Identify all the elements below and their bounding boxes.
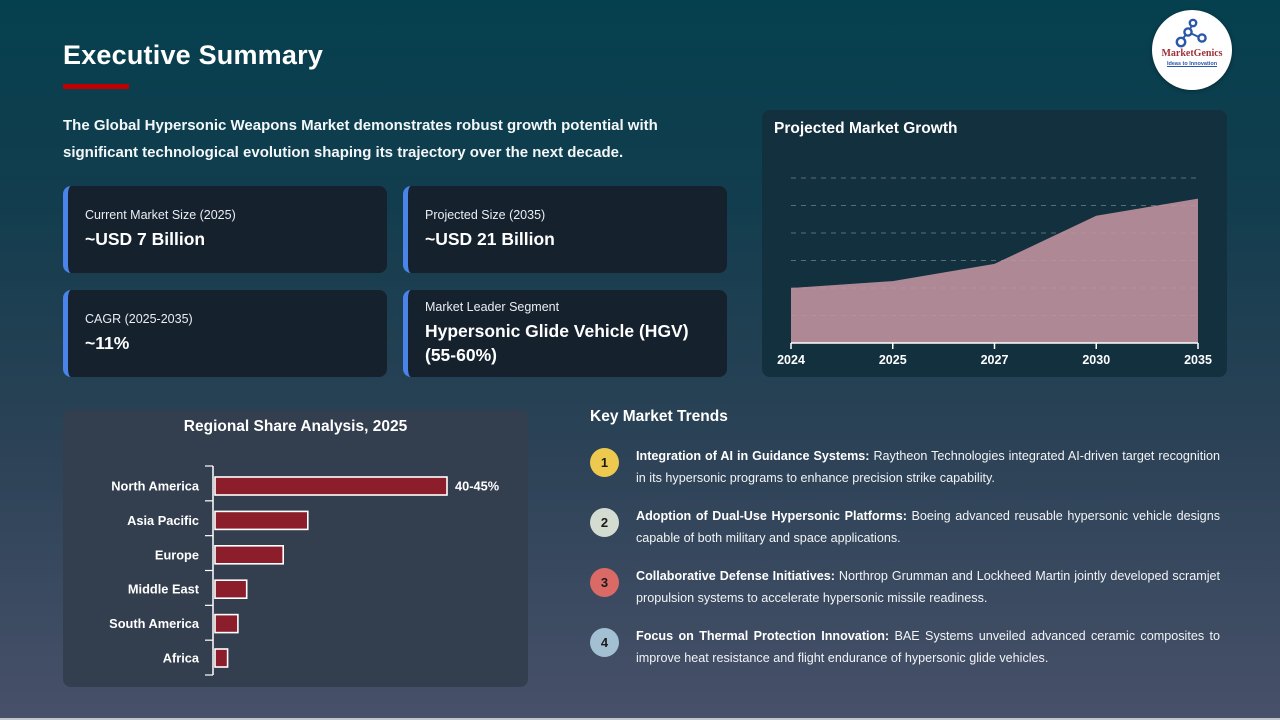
- page-title: Executive Summary: [63, 40, 324, 70]
- trend-number-badge: 2: [590, 508, 619, 537]
- bar-asia-pacific: [214, 510, 309, 531]
- stat-cards: Current Market Size (2025) ~USD 7 Billio…: [63, 186, 727, 377]
- trend-lead: Focus on Thermal Protection Innovation:: [636, 629, 890, 643]
- regional-chart-title: Regional Share Analysis, 2025: [183, 418, 408, 435]
- stat-card-leader-segment: Market Leader Segment Hypersonic Glide V…: [403, 290, 727, 377]
- marketgenics-logo: MarketGenics Ideas to Innovation: [1152, 10, 1232, 90]
- stat-card-value: ~USD 21 Billion: [425, 229, 555, 249]
- trend-item-3: 3 Collaborative Defense Initiatives: Nor…: [590, 566, 1220, 609]
- stat-card-cagr: CAGR (2025-2035) ~11%: [63, 290, 387, 377]
- stat-card-projected-size: Projected Size (2035) ~USD 21 Billion: [403, 186, 727, 273]
- stat-card-label: CAGR (2025-2035): [85, 312, 193, 326]
- category-label: Middle East: [128, 582, 200, 597]
- key-market-trends: Key Market Trends 1 Integration of AI in…: [590, 408, 1220, 686]
- projected-growth-panel: 2024 2025 2027 2030 2035 Projected Market Gr…: [762, 110, 1227, 377]
- area-series: [791, 198, 1198, 343]
- trend-body: Raytheon Technologies integrated AI-driv…: [636, 449, 1221, 485]
- category-label: Asia Pacific: [127, 513, 199, 528]
- stat-card-label: Market Leader Segment: [425, 300, 560, 314]
- x-tick-label: 2030: [1082, 353, 1110, 367]
- trend-body: BAE Systems unveiled advanced ceramic co…: [636, 629, 1221, 665]
- x-tick-label: 2035: [1184, 353, 1212, 367]
- trend-item-2: 2 Adoption of Dual-Use Hypersonic Platfo…: [590, 506, 1220, 549]
- stat-card-value: Hypersonic Glide Vehicle (HGV) (55-60%): [425, 321, 689, 365]
- molecule-icon: [1175, 18, 1207, 48]
- regional-share-panel: North America 40-45% Asia Pacific Europe Mid…: [63, 410, 528, 687]
- title-underline: [63, 84, 129, 89]
- category-label: Europe: [155, 547, 199, 562]
- stat-card-label: Current Market Size (2025): [85, 208, 236, 222]
- bar-north-america: [214, 476, 448, 496]
- logo-tagline: Ideas to Innovation: [1166, 61, 1218, 67]
- stat-card-value: ~11%: [85, 333, 130, 353]
- regional-share-chart: North America 40-45% Asia Pacific Europe Mid…: [109, 465, 500, 676]
- logo-wordmark: MarketGenics: [1161, 48, 1223, 59]
- trend-lead: Collaborative Defense Initiatives:: [636, 569, 835, 583]
- bar-africa: [214, 648, 229, 668]
- trend-body: Boeing advanced reusable hypersonic vehi…: [636, 509, 1220, 545]
- x-tick-label: 2027: [981, 353, 1009, 367]
- trend-text: Collaborative Defense Initiatives: North…: [636, 566, 1220, 609]
- bar-middle-east: [214, 579, 248, 599]
- trend-item-1: 1 Integration of AI in Guidance Systems:…: [590, 446, 1220, 489]
- trend-text: Focus on Thermal Protection Innovation: …: [636, 626, 1220, 669]
- trend-lead: Integration of AI in Guidance Systems:: [636, 449, 870, 463]
- x-tick-label: 2025: [879, 353, 907, 367]
- growth-chart-title: Projected Market Growth: [774, 120, 958, 137]
- category-label: North America: [111, 479, 200, 494]
- category-label: Africa: [163, 651, 200, 666]
- stat-card-value: ~USD 7 Billion: [85, 229, 206, 249]
- trend-number-badge: 3: [590, 568, 619, 597]
- bar-europe: [214, 545, 284, 565]
- trend-text: Integration of AI in Guidance Systems: R…: [636, 446, 1220, 489]
- trend-text: Adoption of Dual-Use Hypersonic Platform…: [636, 506, 1220, 549]
- slide-bottom-edge: [0, 718, 1280, 720]
- trend-item-4: 4 Focus on Thermal Protection Innovation…: [590, 626, 1220, 669]
- stat-card-current-size: Current Market Size (2025) ~USD 7 Billio…: [63, 186, 387, 273]
- value-label: 40-45%: [455, 479, 500, 494]
- trend-lead: Adoption of Dual-Use Hypersonic Platform…: [636, 509, 907, 523]
- stat-card-label: Projected Size (2035): [425, 208, 546, 222]
- trends-heading: Key Market Trends: [590, 408, 728, 425]
- trend-body: Northrop Grumman and Lockheed Martin joi…: [636, 569, 1220, 605]
- category-label: South America: [109, 616, 200, 631]
- trend-number-badge: 4: [590, 628, 619, 657]
- bar-south-america: [214, 613, 239, 634]
- x-tick-label: 2024: [777, 353, 805, 367]
- trend-number-badge: 1: [590, 448, 619, 477]
- intro-paragraph: The Global Hypersonic Weapons Market dem…: [63, 117, 658, 161]
- projected-growth-chart: 2024 2025 2027 2030 2035: [777, 177, 1212, 367]
